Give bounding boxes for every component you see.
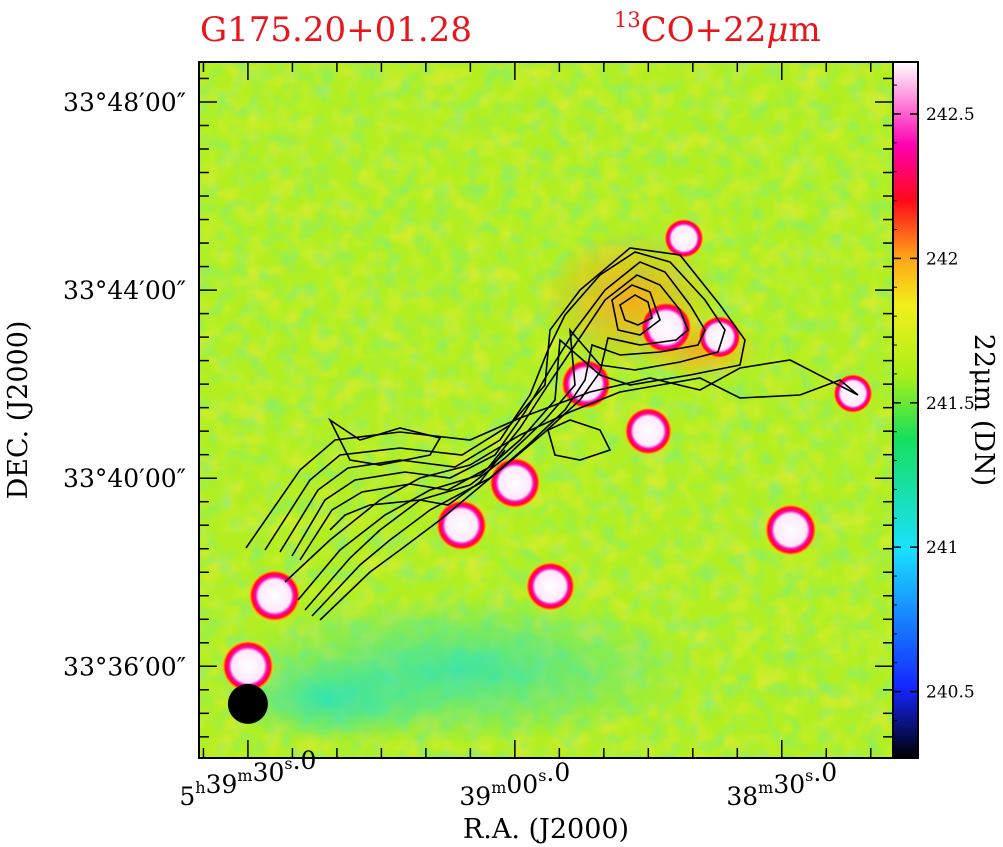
point-source-8 <box>624 407 673 456</box>
beam-marker <box>227 683 268 724</box>
colorbar-tick-label-4: 241 <box>926 538 958 558</box>
point-source-11 <box>833 373 873 414</box>
contour-1 <box>245 359 859 583</box>
colorbar-gradient <box>892 61 919 759</box>
point-source-1 <box>248 569 301 622</box>
x-axis-ticks: 5h39m30s.0 39m00s.0 38m30s.0 <box>179 746 837 811</box>
title-superscript: 13 <box>614 8 641 32</box>
x-axis-label: R.A. (J2000) <box>463 814 629 845</box>
x-tick-label-3: 38m30s.0 <box>726 758 837 811</box>
low-emission-region-2 <box>220 655 440 745</box>
title-unit: m <box>788 10 820 50</box>
colorbar: 242.5 242 241.5 241 240.5 22μm (DN) <box>892 61 999 759</box>
point-source-9 <box>764 503 817 556</box>
colorbar-tick-label-1: 242.5 <box>926 105 975 125</box>
point-source-5 <box>525 561 576 612</box>
point-source-12 <box>664 218 704 259</box>
minor-ticks <box>199 62 893 758</box>
colorbar-tick-label-2: 242 <box>926 249 958 269</box>
contour-6 <box>329 449 506 531</box>
contour-2 <box>264 247 746 601</box>
y-tick-label-2: 33°44′00″ <box>63 276 186 305</box>
colorbar-label: 22μm (DN) <box>968 334 999 486</box>
point-source-6 <box>561 359 612 410</box>
point-source-3 <box>435 499 487 551</box>
y-axis-ticks: 33°48′00″ 33°44′00″ 33°40′00″ 33°36′00″ <box>63 88 186 681</box>
contour-3 <box>279 251 726 611</box>
colorbar-tick-label-5: 240.5 <box>926 683 975 703</box>
contour-10 <box>619 294 653 326</box>
colorbar-ticks: 242.5 242 241.5 241 240.5 <box>893 84 975 750</box>
contour-5 <box>299 274 689 621</box>
colorbar-tick-label-3: 241.5 <box>926 394 975 414</box>
co-contours <box>245 247 859 621</box>
point-source-2 <box>221 640 274 693</box>
title-molecule: CO+22 <box>641 10 767 50</box>
point-source-4 <box>489 457 541 509</box>
chart-title-right: 13CO+22μm <box>614 8 821 50</box>
y-tick-label-1: 33°48′00″ <box>63 88 186 117</box>
contour-8 <box>547 419 612 461</box>
y-tick-label-4: 33°36′00″ <box>63 652 186 681</box>
point-source-10 <box>698 315 741 359</box>
point-source-7 <box>640 301 693 354</box>
contour-7 <box>327 417 442 466</box>
x-tick-label-1: 5h39m30s.0 <box>179 746 316 811</box>
x-tick-label-2: 39m00s.0 <box>459 758 570 811</box>
y-tick-label-3: 33°40′00″ <box>63 464 186 493</box>
title-mu: μ <box>766 10 788 50</box>
contour-9 <box>611 284 661 336</box>
y-axis-label: DEC. (J2000) <box>3 321 34 500</box>
chart-title-left: G175.20+01.28 <box>200 10 472 50</box>
